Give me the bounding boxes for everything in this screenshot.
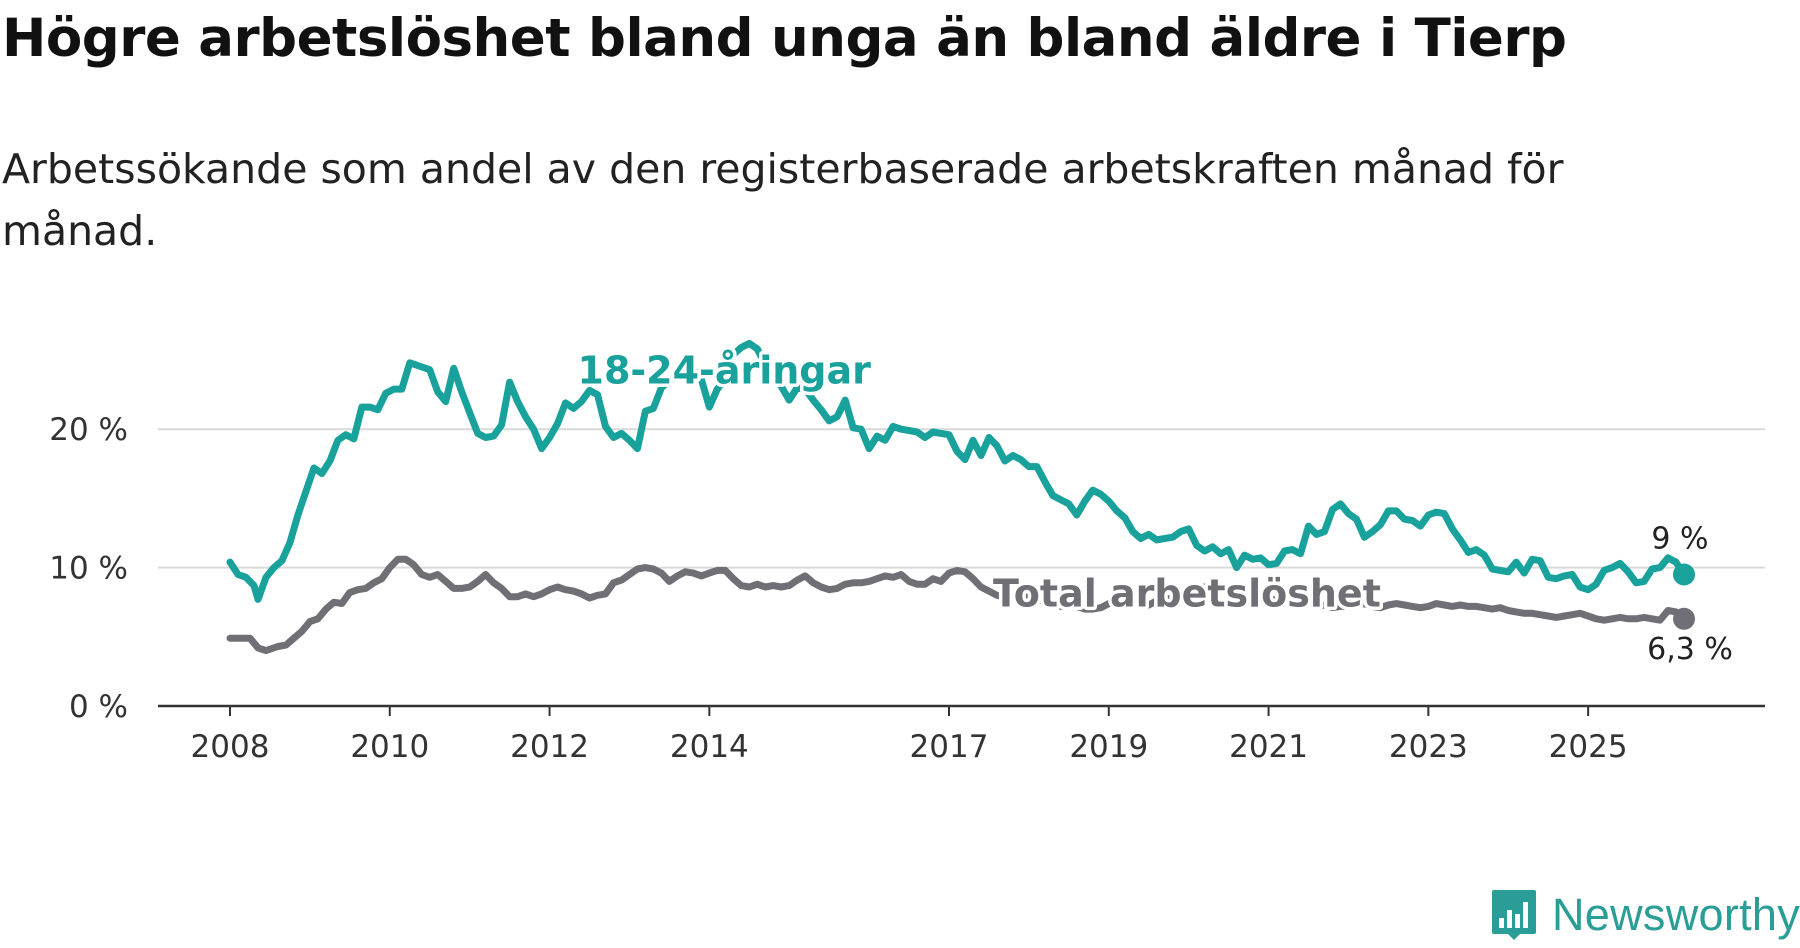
x-tick-label-1: 2010 [350,729,429,765]
series-label-1: Total arbetslöshet [993,571,1381,615]
x-tick-label-2: 2012 [510,729,589,765]
x-tick-label-7: 2023 [1389,729,1468,765]
series-line-0 [226,339,1688,603]
grid-layer [158,428,1765,569]
x-tick-label-3: 2014 [670,729,749,765]
series-label-0: 18-24-åringar [578,349,872,393]
end-label-0: 9 % [1651,522,1708,557]
x-tick-label-6: 2021 [1229,729,1308,765]
label-layer: 18-24-åringar Total arbetslöshet 9 % 6,3 % [574,345,1736,670]
series-line-1 [226,555,1688,655]
x-tick-label-4: 2017 [910,729,989,765]
series-layer [226,339,1695,655]
brand-logo: Newsworthy [1490,885,1800,945]
y-tick-label-0: 0 % [69,689,128,725]
series-end-point-1 [1673,607,1695,630]
x-tick-label-5: 2019 [1069,729,1148,765]
y-tick-label-1: 10 % [49,551,128,587]
newsworthy-bar-chart-icon [1492,890,1536,940]
end-label-1: 6,3 % [1647,632,1733,667]
y-tick-label-2: 20 % [49,412,128,448]
chart-subtitle: Arbetssökande som andel av den registerb… [2,145,1564,255]
brand-name: Newsworthy [1552,889,1800,940]
axis-layer: 0 % 10 % 20 % 2008 2010 2012 2014 2017 2019 2021 2… [49,412,1765,765]
series-end-point-0 [1673,563,1695,586]
x-tick-label-8: 2025 [1549,729,1628,765]
chart-title: Högre arbetslöshet bland unga än bland ä… [2,8,1567,69]
x-tick-label-0: 2008 [191,729,270,765]
